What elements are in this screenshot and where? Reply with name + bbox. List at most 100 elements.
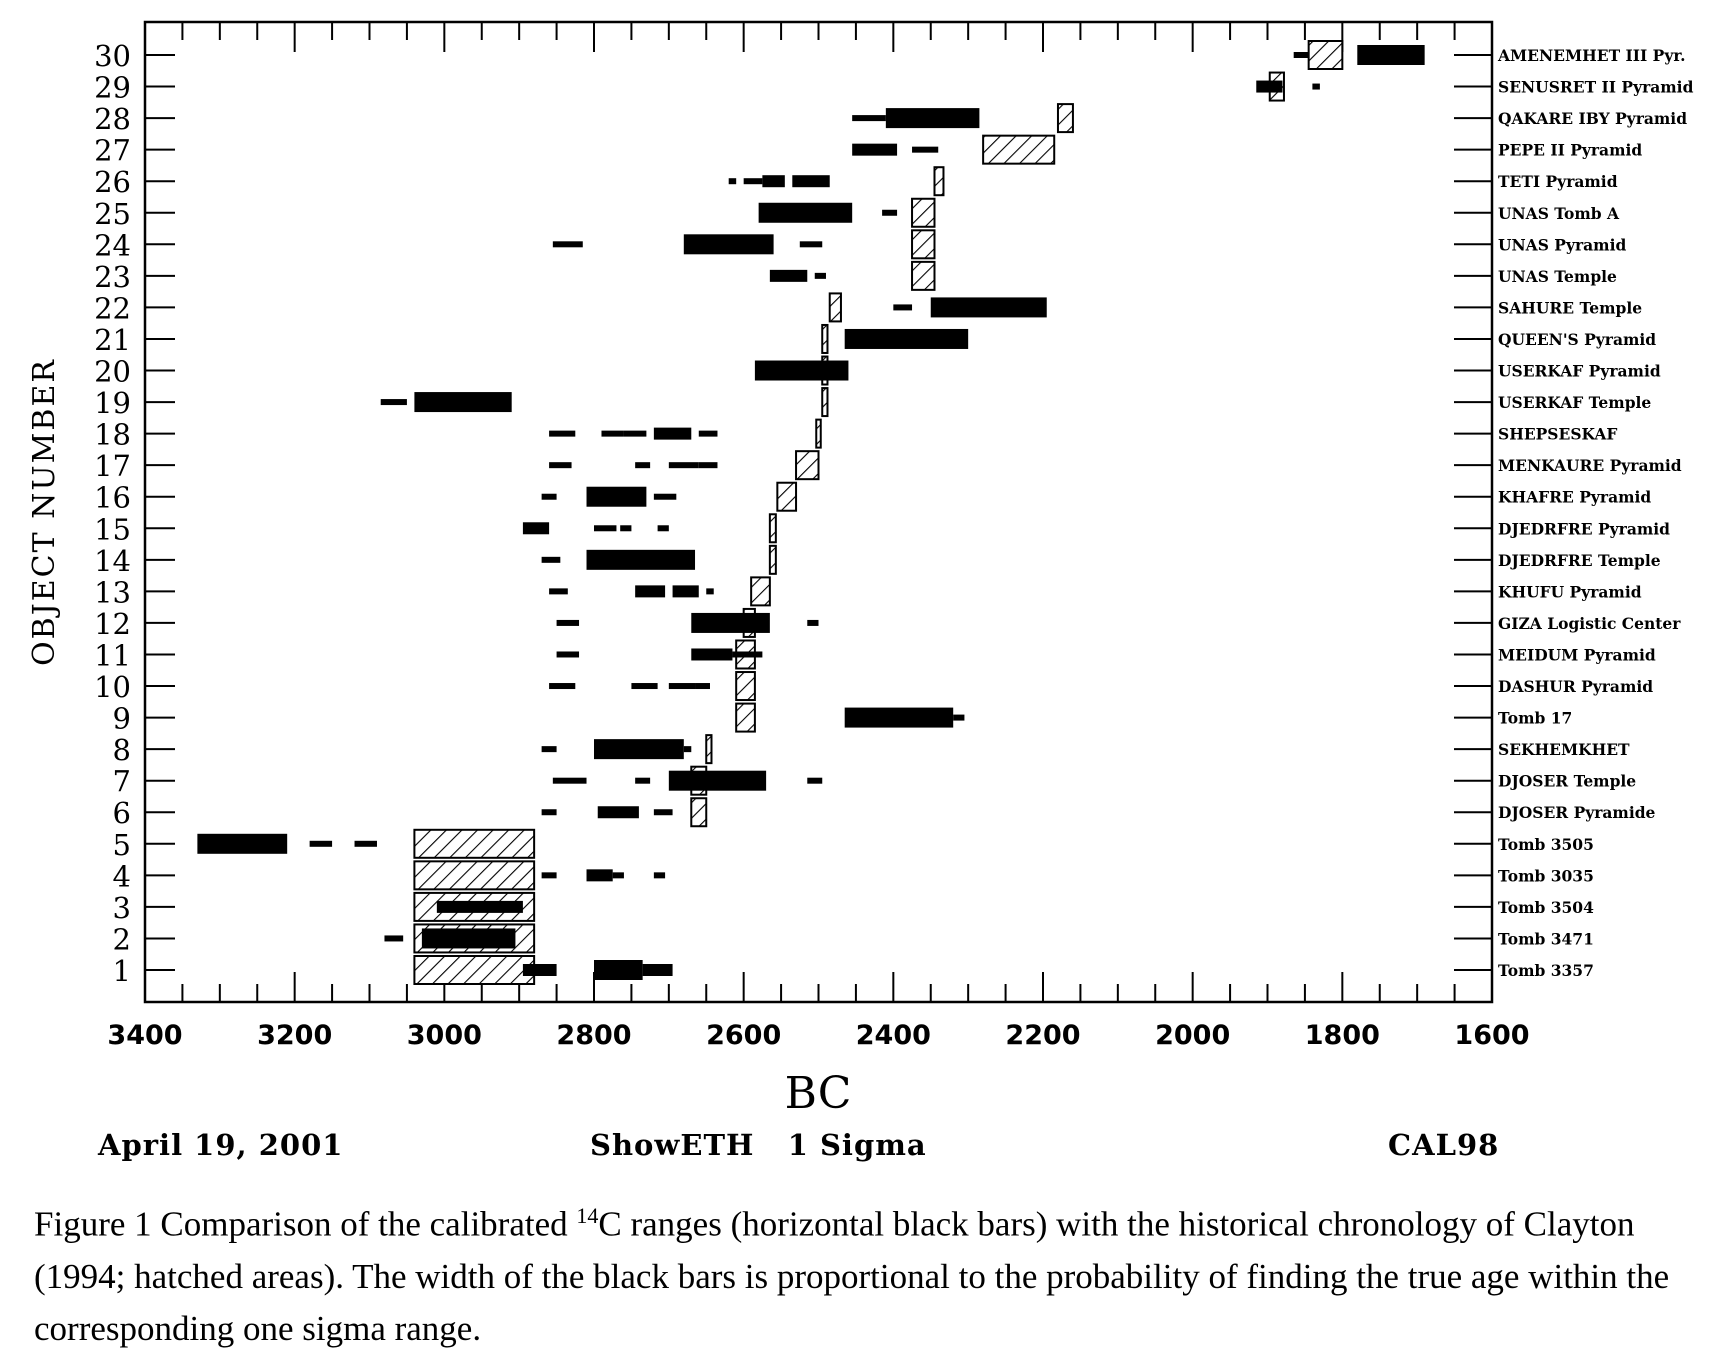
y-tick-label: 25 [94,197,131,231]
object-label: DJOSER Pyramide [1498,803,1656,822]
object-label: UNAS Pyramid [1498,235,1626,254]
c14-range-bar [384,935,404,942]
c14-range-bar [698,462,718,469]
c14-range-bar [541,556,561,563]
y-axis-label: OBJECT NUMBER [27,358,62,666]
c14-range-bar [885,108,980,129]
c14-range-bar [683,234,774,255]
y-tick-label: 18 [94,418,131,452]
c14-range-bar [556,651,580,658]
c14-ranges [197,45,1425,980]
c14-range-bar [1357,45,1425,65]
x-tick-label: 3200 [257,1020,332,1051]
c14-range-bar [552,241,583,248]
y-tick-label: 8 [113,733,131,767]
y-tick-labels: 1234567891011121314151617181920212223242… [94,39,131,988]
chart: 1234567891011121314151617181920212223242… [27,20,1694,1119]
c14-range-bar [642,964,673,976]
c14-range-bar [522,522,550,535]
object-label: MENKAURE Pyramid [1498,456,1682,475]
c14-range-bar [807,777,823,784]
c14-range-bar [522,964,557,976]
object-labels: Tomb 3357 Tomb 3471 Tomb 3504 Tomb 3035 Tomb… [1497,46,1694,980]
c14-range-bar [309,840,333,847]
c14-range-bar [672,585,699,598]
c14-range-bar [695,683,710,690]
c14-range-bar [549,588,568,595]
c14-range-bar [792,175,830,188]
historical-range-bar [982,134,1056,165]
y-tick-label: 16 [94,481,131,515]
object-label: DJEDRFRE Temple [1498,551,1661,570]
y-tick-label: 22 [94,291,131,325]
c14-range-bar [631,683,658,690]
x-tick-label: 1800 [1305,1020,1380,1051]
c14-range-bar [612,872,624,879]
object-label: Tomb 3471 [1498,929,1594,948]
object-label: DASHUR Pyramid [1498,677,1653,696]
c14-range-bar [549,462,572,469]
c14-range-bar [758,202,853,223]
y-tick-label: 1 [113,954,131,988]
historical-range-bar [911,197,936,228]
object-label: SENUSRET II Pyramid [1498,78,1694,97]
c14-range-bar [743,178,763,185]
c14-range-bar [586,869,613,882]
c14-range-bar [728,178,737,185]
x-tick-label: 2800 [556,1020,631,1051]
c14-range-bar [762,175,785,188]
y-tick-label: 14 [94,544,131,578]
footer-calibration: CAL98 [1388,1128,1500,1162]
y-tick-label: 5 [113,828,131,862]
y-tick-label: 26 [94,165,131,199]
c14-range-bar [698,430,718,437]
object-label: USERKAF Pyramid [1498,362,1661,381]
c14-range-bar [930,297,1047,318]
c14-range-bar [683,746,692,753]
y-tick-label: 23 [94,260,131,294]
historical-range-bar [413,955,536,985]
c14-range-bar [1256,80,1283,93]
c14-range-bar [844,328,969,349]
y-tick-label: 30 [94,39,131,73]
c14-range-bar [882,209,898,216]
historical-range-bar [815,418,822,449]
historical-range-bar [690,797,708,828]
c14-range-bar [541,809,557,816]
historical-range-bar [776,481,798,512]
object-label: Tomb 3357 [1498,961,1594,980]
object-label: SEKHEMKHET [1498,740,1630,759]
y-tick-label: 24 [94,228,131,262]
object-label: GIZA Logistic Center [1498,614,1681,633]
c14-range-bar [635,462,651,469]
c14-range-bar [807,619,819,626]
object-label: DJOSER Temple [1498,772,1636,791]
object-label: Tomb 3035 [1498,866,1594,885]
c14-range-bar [706,588,714,595]
c14-range-bar [620,525,632,532]
historical-range-bar [933,166,945,197]
y-tick-label: 3 [113,891,131,925]
c14-range-bar [668,462,699,469]
c14-range-bar [1293,52,1309,58]
c14-range-bar [668,770,767,791]
object-label: USERKAF Temple [1498,393,1651,412]
x-tick-label: 3400 [107,1020,182,1051]
historical-range-bar [413,828,536,859]
c14-range-bar [552,777,587,784]
c14-range-bar [653,427,692,440]
object-label: DJEDRFRE Pyramid [1498,519,1670,538]
historical-range-bar [821,387,829,418]
x-tick-label: 1600 [1454,1020,1529,1051]
footer-program: ShowETH 1 Sigma [590,1128,927,1162]
y-tick-label: 12 [94,607,131,641]
object-label: UNAS Tomb A [1498,204,1620,223]
y-tick-label: 7 [113,765,131,799]
c14-range-bar [691,648,733,661]
c14-range-bar [852,115,886,122]
c14-range-bar [754,360,849,381]
object-label: PEPE II Pyramid [1498,141,1642,160]
historical-range-bar [821,323,829,354]
y-tick-label: 4 [113,859,131,893]
historical-range-bar [1056,103,1074,134]
